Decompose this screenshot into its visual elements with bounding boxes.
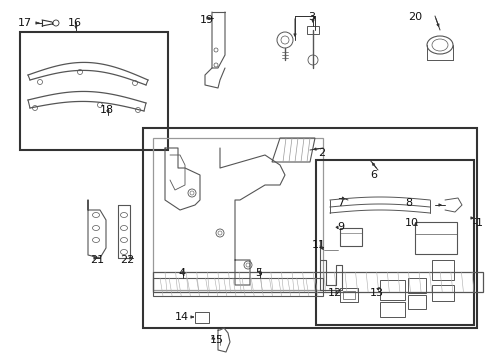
Bar (153, 278, 323, 296)
Bar (343, 291, 355, 299)
Bar (20, 32, 168, 150)
Text: 8: 8 (405, 198, 412, 208)
Text: 5: 5 (255, 268, 262, 278)
Bar (195, 312, 209, 323)
Text: 9: 9 (337, 222, 344, 232)
Bar (432, 260, 454, 280)
Text: 12: 12 (328, 288, 342, 298)
Text: 14: 14 (175, 312, 189, 322)
Text: 19: 19 (200, 15, 214, 25)
Bar (340, 228, 362, 246)
Bar (153, 272, 483, 292)
Bar (408, 295, 426, 309)
Bar (415, 222, 457, 254)
Bar (340, 288, 358, 302)
Text: 11: 11 (312, 240, 326, 250)
Bar (408, 278, 426, 293)
Text: 16: 16 (68, 18, 82, 28)
Text: 6: 6 (370, 170, 377, 180)
Bar (432, 285, 454, 301)
Text: 15: 15 (210, 335, 224, 345)
Text: 2: 2 (318, 148, 325, 158)
Bar (380, 302, 405, 317)
Text: 4: 4 (178, 268, 185, 278)
Text: 18: 18 (100, 105, 114, 115)
Text: 10: 10 (405, 218, 419, 228)
Text: -1: -1 (472, 218, 483, 228)
Text: 22: 22 (120, 255, 134, 265)
Text: 17: 17 (18, 18, 32, 28)
Text: 21: 21 (90, 255, 104, 265)
Text: 13: 13 (370, 288, 384, 298)
Text: 7: 7 (337, 198, 344, 208)
Text: 20: 20 (408, 12, 422, 22)
Text: 3: 3 (308, 12, 315, 22)
Bar (316, 160, 474, 325)
Bar (380, 280, 405, 300)
Bar (143, 128, 477, 328)
Bar (153, 138, 323, 290)
